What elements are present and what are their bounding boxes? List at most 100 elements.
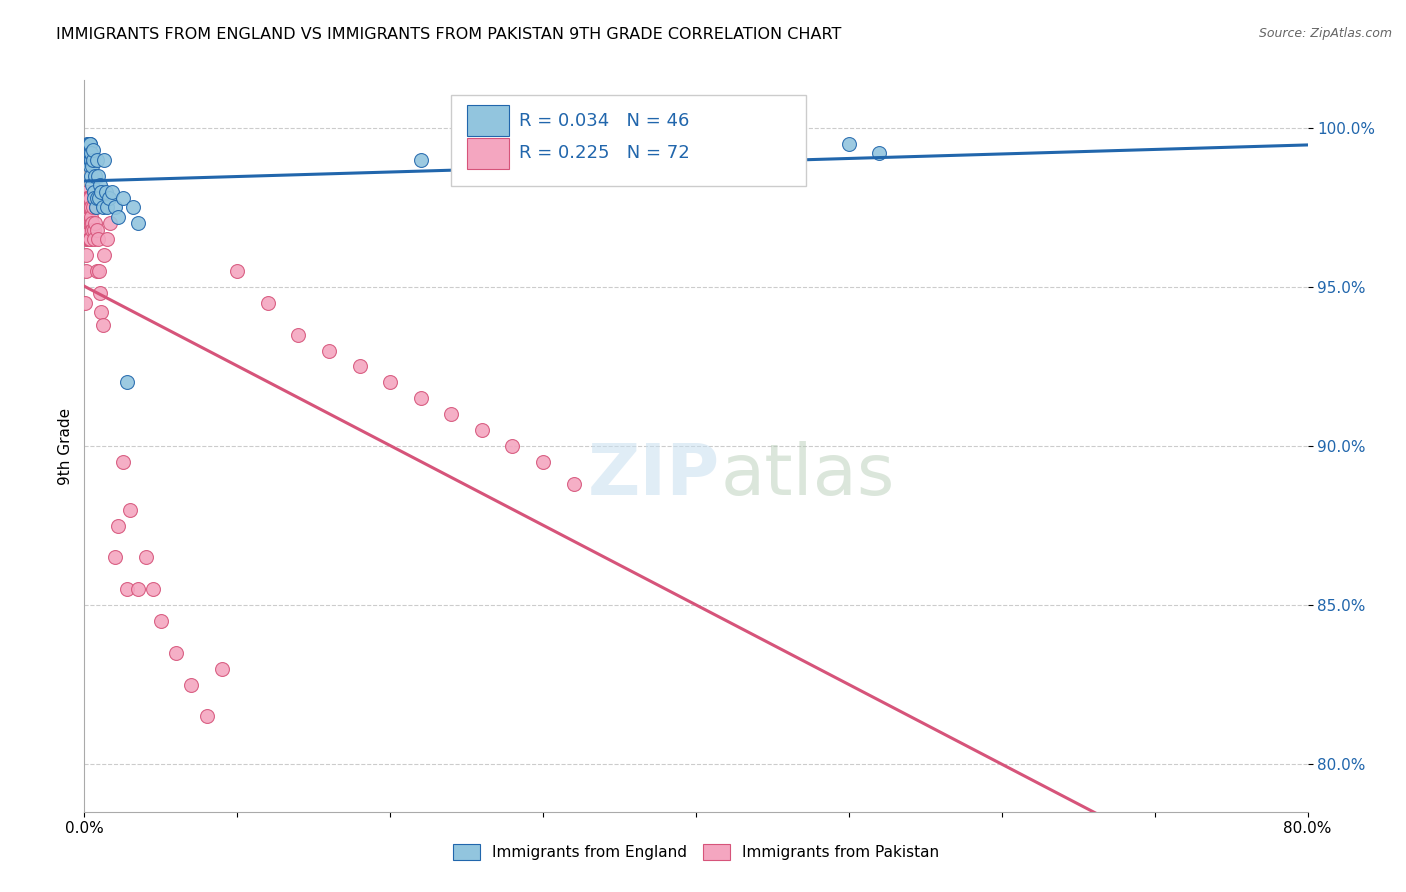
Point xyxy=(77,136,100,151)
Point xyxy=(502,169,524,183)
Point xyxy=(77,153,100,167)
Point xyxy=(80,216,103,230)
Point xyxy=(90,305,112,319)
Point xyxy=(869,146,891,161)
Point xyxy=(75,216,97,230)
Point xyxy=(471,423,494,437)
Point xyxy=(77,216,100,230)
Point xyxy=(96,201,118,215)
Point xyxy=(80,159,103,173)
Point xyxy=(76,146,98,161)
Point xyxy=(83,232,105,246)
Point xyxy=(318,343,340,358)
Point xyxy=(115,582,138,596)
Point xyxy=(79,232,101,246)
Point xyxy=(79,201,101,215)
Point xyxy=(77,216,100,230)
Point xyxy=(96,232,118,246)
Text: atlas: atlas xyxy=(720,441,894,509)
Point xyxy=(75,296,97,310)
Point xyxy=(111,191,134,205)
Point xyxy=(76,216,98,230)
Text: R = 0.225   N = 72: R = 0.225 N = 72 xyxy=(519,145,689,162)
Point xyxy=(77,146,100,161)
Point xyxy=(142,582,165,596)
Point xyxy=(93,248,115,262)
Point xyxy=(80,153,103,167)
Y-axis label: 9th Grade: 9th Grade xyxy=(58,408,73,484)
Point xyxy=(83,223,105,237)
Text: Source: ZipAtlas.com: Source: ZipAtlas.com xyxy=(1258,27,1392,40)
Point xyxy=(75,201,97,215)
Point xyxy=(120,502,142,516)
Point xyxy=(98,216,121,230)
FancyBboxPatch shape xyxy=(451,95,806,186)
Point xyxy=(127,582,149,596)
Point xyxy=(79,153,101,167)
Point xyxy=(76,191,98,205)
Point xyxy=(79,146,101,161)
Point xyxy=(76,216,98,230)
Point xyxy=(91,201,114,215)
Point xyxy=(115,376,138,390)
Point xyxy=(75,232,97,246)
Point xyxy=(127,216,149,230)
Point xyxy=(93,153,115,167)
Point xyxy=(77,201,100,215)
Text: IMMIGRANTS FROM ENGLAND VS IMMIGRANTS FROM PAKISTAN 9TH GRADE CORRELATION CHART: IMMIGRANTS FROM ENGLAND VS IMMIGRANTS FR… xyxy=(56,27,842,42)
Point xyxy=(76,201,98,215)
FancyBboxPatch shape xyxy=(467,138,509,169)
Point xyxy=(97,191,120,205)
Point xyxy=(84,169,107,183)
Point xyxy=(84,201,107,215)
Point xyxy=(86,153,108,167)
Point xyxy=(83,191,105,205)
Point xyxy=(86,223,108,237)
Point xyxy=(82,143,104,157)
Point xyxy=(79,159,101,173)
Point xyxy=(111,455,134,469)
Point xyxy=(87,191,110,205)
Point xyxy=(165,646,187,660)
Point xyxy=(79,153,101,167)
Point xyxy=(89,178,111,193)
Point xyxy=(80,178,103,193)
Point xyxy=(82,201,104,215)
Point xyxy=(79,146,101,161)
Point xyxy=(409,392,432,406)
Point xyxy=(79,136,101,151)
Point xyxy=(380,376,402,390)
Point xyxy=(77,232,100,246)
Point xyxy=(562,477,585,491)
Point xyxy=(107,210,129,224)
Point xyxy=(76,210,98,224)
Point xyxy=(257,296,280,310)
Point xyxy=(75,264,97,278)
Point xyxy=(77,191,100,205)
Point xyxy=(211,662,233,676)
Point xyxy=(86,191,108,205)
Point xyxy=(76,136,98,151)
Legend: Immigrants from England, Immigrants from Pakistan: Immigrants from England, Immigrants from… xyxy=(447,838,945,866)
Point xyxy=(226,264,249,278)
Point xyxy=(84,216,107,230)
Point xyxy=(79,232,101,246)
Point xyxy=(82,153,104,167)
Point xyxy=(79,136,101,151)
Point xyxy=(80,146,103,161)
Point xyxy=(104,550,127,565)
Point xyxy=(80,210,103,224)
Text: R = 0.034   N = 46: R = 0.034 N = 46 xyxy=(519,112,689,129)
Point xyxy=(838,136,860,151)
Point xyxy=(87,232,110,246)
Point xyxy=(79,216,101,230)
Point xyxy=(76,201,98,215)
Point xyxy=(87,169,110,183)
Point xyxy=(502,439,524,453)
Point xyxy=(76,232,98,246)
Point xyxy=(349,359,371,374)
Point xyxy=(135,550,157,565)
Point xyxy=(94,185,117,199)
Point xyxy=(89,286,111,301)
Point xyxy=(90,185,112,199)
